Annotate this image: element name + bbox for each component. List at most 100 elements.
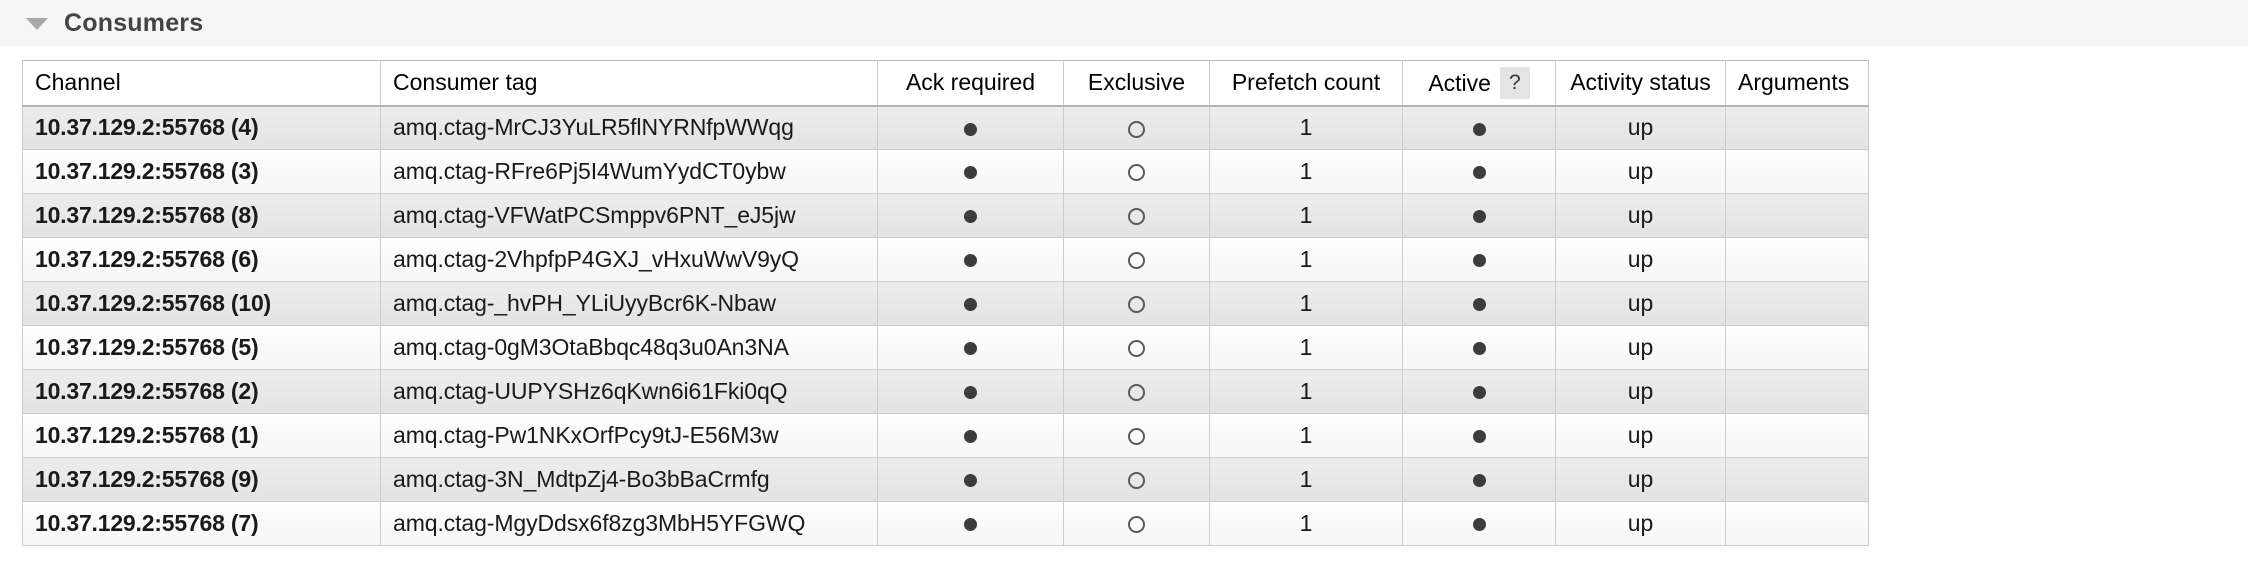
cell-active: [1402, 369, 1556, 414]
cell-channel[interactable]: 10.37.129.2:55768 (4): [22, 105, 381, 150]
cell-ack-required: [877, 501, 1064, 546]
column-header-prefetch-count[interactable]: Prefetch count: [1209, 60, 1403, 107]
filled-dot-icon: [964, 298, 977, 312]
filled-dot-icon: [964, 122, 977, 136]
open-circle-icon: [1128, 208, 1145, 226]
column-header-consumer-tag[interactable]: Consumer tag: [380, 60, 878, 107]
cell-channel[interactable]: 10.37.129.2:55768 (3): [22, 149, 381, 194]
filled-dot-icon: [1472, 298, 1486, 312]
cell-arguments: [1725, 149, 1869, 194]
column-header-exclusive-label: Exclusive: [1087, 69, 1186, 96]
cell-prefetch-count: 1: [1209, 369, 1403, 414]
filled-dot-icon: [1472, 210, 1486, 224]
cell-consumer-tag: amq.ctag-_hvPH_YLiUyyBcr6K-Nbaw: [380, 281, 878, 326]
cell-arguments: [1725, 325, 1869, 370]
column-header-arguments[interactable]: Arguments: [1725, 60, 1869, 107]
cell-arguments: [1725, 457, 1869, 502]
consumers-table: Channel Consumer tag Ack required Exclus…: [22, 60, 1869, 546]
column-header-ack-required[interactable]: Ack required: [877, 60, 1064, 107]
cell-channel[interactable]: 10.37.129.2:55768 (1): [22, 413, 381, 458]
cell-prefetch-count: 1: [1209, 105, 1403, 150]
cell-channel[interactable]: 10.37.129.2:55768 (7): [22, 501, 381, 546]
cell-consumer-tag: amq.ctag-2VhpfpP4GXJ_vHxuWwV9yQ: [380, 237, 878, 282]
table-body: 10.37.129.2:55768 (4) amq.ctag-MrCJ3YuLR5…: [22, 105, 1869, 546]
cell-channel[interactable]: 10.37.129.2:55768 (6): [22, 237, 381, 282]
filled-dot-icon: [1472, 430, 1486, 444]
cell-active: [1402, 149, 1556, 194]
cell-activity-status: up: [1555, 457, 1726, 502]
table-row: 10.37.129.2:55768 (3) amq.ctag-RFre6Pj5I4…: [22, 149, 1869, 194]
cell-channel[interactable]: 10.37.129.2:55768 (2): [22, 369, 381, 414]
open-circle-icon: [1128, 516, 1145, 534]
cell-channel[interactable]: 10.37.129.2:55768 (10): [22, 281, 381, 326]
cell-arguments: [1725, 193, 1869, 238]
cell-prefetch-count: 1: [1209, 501, 1403, 546]
cell-exclusive: [1063, 325, 1210, 370]
cell-active: [1402, 281, 1556, 326]
cell-prefetch-count: 1: [1209, 281, 1403, 326]
cell-activity-status: up: [1555, 237, 1726, 282]
table-row: 10.37.129.2:55768 (5) amq.ctag-0gM3OtaBbq…: [22, 325, 1869, 370]
column-header-active[interactable]: Active?: [1402, 60, 1556, 107]
table-header-row: Channel Consumer tag Ack required Exclus…: [22, 60, 1869, 107]
triangle-down-icon[interactable]: [26, 18, 48, 30]
open-circle-icon: [1128, 384, 1145, 402]
column-header-ack-required-label: Ack required: [905, 69, 1036, 96]
cell-active: [1402, 105, 1556, 150]
table-header: Channel Consumer tag Ack required Exclus…: [22, 60, 1869, 107]
open-circle-icon: [1128, 296, 1145, 314]
filled-dot-icon: [1472, 386, 1486, 400]
table-row: 10.37.129.2:55768 (10) amq.ctag-_hvPH_YLi…: [22, 281, 1869, 326]
cell-consumer-tag: amq.ctag-MgyDdsx6f8zg3MbH5YFGWQ: [380, 501, 878, 546]
cell-active: [1402, 413, 1556, 458]
cell-active: [1402, 325, 1556, 370]
table-row: 10.37.129.2:55768 (6) amq.ctag-2VhpfpP4GX…: [22, 237, 1869, 282]
cell-consumer-tag: amq.ctag-3N_MdtpZj4-Bo3bBaCrmfg: [380, 457, 878, 502]
cell-ack-required: [877, 369, 1064, 414]
consumers-section-header[interactable]: Consumers: [0, 0, 2248, 46]
cell-active: [1402, 501, 1556, 546]
filled-dot-icon: [964, 166, 977, 180]
cell-prefetch-count: 1: [1209, 413, 1403, 458]
filled-dot-icon: [1472, 342, 1486, 356]
column-header-activity-status[interactable]: Activity status: [1555, 60, 1726, 107]
filled-dot-icon: [964, 474, 977, 488]
column-header-arguments-label: Arguments: [1738, 69, 1850, 96]
cell-exclusive: [1063, 105, 1210, 150]
column-header-exclusive[interactable]: Exclusive: [1063, 60, 1210, 107]
cell-arguments: [1725, 369, 1869, 414]
cell-channel[interactable]: 10.37.129.2:55768 (9): [22, 457, 381, 502]
cell-arguments: [1725, 237, 1869, 282]
cell-active: [1402, 237, 1556, 282]
cell-activity-status: up: [1555, 281, 1726, 326]
cell-active: [1402, 193, 1556, 238]
open-circle-icon: [1128, 164, 1145, 182]
cell-prefetch-count: 1: [1209, 457, 1403, 502]
open-circle-icon: [1128, 252, 1145, 270]
table-row: 10.37.129.2:55768 (7) amq.ctag-MgyDdsx6f8…: [22, 501, 1869, 546]
help-question-icon[interactable]: ?: [1499, 66, 1530, 99]
cell-arguments: [1725, 413, 1869, 458]
cell-consumer-tag: amq.ctag-MrCJ3YuLR5flNYRNfpWWqg: [380, 105, 878, 150]
column-header-consumer-tag-label: Consumer tag: [393, 69, 538, 96]
table-row: 10.37.129.2:55768 (9) amq.ctag-3N_MdtpZj4…: [22, 457, 1869, 502]
cell-prefetch-count: 1: [1209, 325, 1403, 370]
cell-ack-required: [877, 149, 1064, 194]
cell-arguments: [1725, 281, 1869, 326]
cell-consumer-tag: amq.ctag-UUPYSHz6qKwn6i61Fki0qQ: [380, 369, 878, 414]
filled-dot-icon: [1472, 474, 1486, 488]
filled-dot-icon: [964, 342, 977, 356]
page-title: Consumers: [64, 8, 204, 37]
cell-channel[interactable]: 10.37.129.2:55768 (8): [22, 193, 381, 238]
cell-ack-required: [877, 105, 1064, 150]
cell-exclusive: [1063, 457, 1210, 502]
cell-prefetch-count: 1: [1209, 237, 1403, 282]
cell-channel[interactable]: 10.37.129.2:55768 (5): [22, 325, 381, 370]
filled-dot-icon: [964, 518, 977, 532]
cell-activity-status: up: [1555, 413, 1726, 458]
cell-activity-status: up: [1555, 325, 1726, 370]
cell-activity-status: up: [1555, 149, 1726, 194]
cell-exclusive: [1063, 413, 1210, 458]
column-header-channel[interactable]: Channel: [22, 60, 381, 107]
cell-activity-status: up: [1555, 501, 1726, 546]
